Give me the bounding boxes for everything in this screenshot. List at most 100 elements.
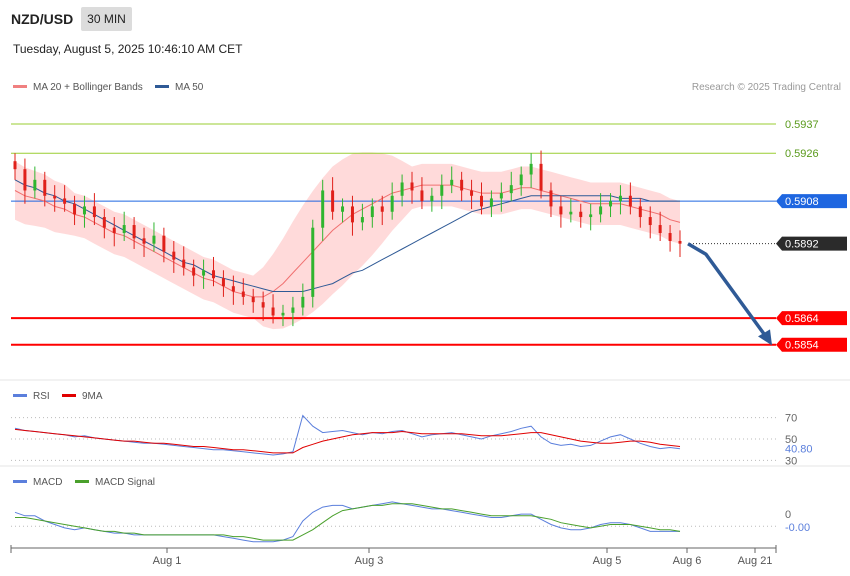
projection-arrowhead	[758, 329, 772, 346]
rsi-last-value: 40.80	[785, 444, 813, 456]
ma50-line	[14, 179, 680, 292]
candle-body	[489, 198, 493, 207]
legend-macd-signal-label: MACD Signal	[95, 477, 155, 488]
macd-line	[14, 501, 680, 543]
candle-body	[192, 267, 196, 276]
candle-body	[172, 251, 176, 260]
candle-body	[410, 182, 414, 191]
candle-body	[360, 217, 364, 223]
time-tick-label: Aug 3	[355, 555, 384, 567]
candle-body	[122, 225, 126, 234]
candle-body	[331, 190, 335, 212]
legend-ma20-label: MA 20 + Bollinger Bands	[33, 82, 143, 93]
macd-signal-line	[15, 503, 681, 541]
macd-panel: 0-0.00	[11, 501, 810, 543]
legend-swatch-macd-signal	[75, 480, 89, 483]
candle-body	[549, 190, 553, 207]
rsi-line	[14, 414, 681, 456]
time-axis: Aug 1 Aug 3 Aug 5 Aug 6 Aug 21	[10, 545, 777, 567]
level-label-resistance: 0.5908	[785, 196, 819, 208]
timeframe-badge[interactable]	[81, 7, 132, 31]
candle-body	[152, 235, 156, 244]
legend-swatch-ma50	[155, 85, 169, 88]
candle-body	[202, 270, 206, 276]
candle-body	[231, 286, 235, 292]
candle-body	[53, 195, 57, 199]
candle-body	[499, 193, 503, 199]
candle-body	[33, 179, 37, 191]
projection-arrow	[687, 242, 770, 341]
candle-body	[638, 206, 642, 218]
level-label-target: 0.5926	[785, 148, 819, 160]
time-tick-label: Aug 21	[738, 555, 773, 567]
candle-body	[142, 238, 146, 244]
candle-body	[400, 182, 404, 196]
candle-body	[43, 179, 47, 196]
candle-body	[221, 278, 225, 287]
candle-body	[668, 233, 672, 241]
candle-body	[609, 201, 613, 207]
candle-body	[628, 195, 632, 207]
level-label-support: 0.5864	[785, 313, 819, 325]
rsi-tick-label: 50	[785, 434, 797, 446]
ma20-line	[14, 184, 681, 298]
time-tick-label: Aug 1	[153, 555, 182, 567]
candle-body	[569, 211, 573, 215]
candle-body	[132, 225, 136, 239]
candle-body	[311, 227, 315, 297]
credit-label: Research © 2025 Trading Central	[692, 82, 841, 93]
candle-body	[370, 206, 374, 218]
candle-body	[559, 206, 563, 215]
level-tag-support	[776, 337, 847, 352]
rsi-9ma-line	[14, 428, 681, 454]
legend-swatch-9ma	[62, 394, 76, 397]
candle-body	[13, 161, 17, 170]
candle-body	[281, 312, 285, 316]
candle-body	[579, 211, 583, 218]
candle-body	[241, 291, 245, 297]
candle-body	[350, 206, 354, 223]
symbol-label: NZD/USD	[11, 11, 73, 27]
level-tag-support	[776, 311, 847, 326]
price-panel: 0.5937 0.5926 0.5908 0.5892 0.5864 0.5854	[11, 119, 847, 352]
candle-body	[539, 163, 543, 191]
candle-body	[648, 217, 652, 226]
legend-swatch-rsi	[13, 394, 27, 397]
legend-swatch-macd	[13, 480, 27, 483]
macd-last-value: -0.00	[785, 522, 810, 534]
legend-macd-label: MACD	[33, 477, 62, 488]
rsi-tick-label: 70	[785, 413, 797, 425]
candle-body	[479, 195, 483, 207]
candle-body	[440, 185, 444, 196]
legend-ma50-label: MA 50	[175, 82, 204, 93]
bollinger-band	[15, 152, 680, 330]
candle-body	[23, 169, 27, 191]
candle-body	[162, 235, 166, 252]
time-tick-label: Aug 6	[673, 555, 702, 567]
candle-body	[92, 206, 96, 218]
candle-body	[470, 190, 474, 196]
candle-body	[271, 307, 275, 316]
candle-body	[212, 270, 216, 279]
candle-body	[73, 203, 77, 215]
candle-body	[450, 179, 454, 186]
candle-body	[589, 214, 593, 218]
rsi-tick-label: 30	[785, 455, 797, 467]
timeframe-label: 30 MIN	[87, 12, 126, 26]
candle-body	[618, 195, 622, 202]
candle-body	[658, 225, 662, 234]
candle-body	[182, 259, 186, 268]
candle-body	[301, 296, 305, 308]
candle-body	[678, 241, 682, 244]
candle-body	[380, 206, 384, 212]
candle-body	[261, 302, 265, 308]
candle-body	[321, 190, 325, 228]
level-label-last: 0.5892	[785, 239, 819, 251]
candle-body	[529, 163, 533, 175]
datetime-label: Tuesday, August 5, 2025 10:46:10 AM CET	[13, 42, 243, 56]
macd-tick-label: 0	[785, 509, 791, 521]
candle-body	[341, 206, 345, 212]
candle-body	[519, 174, 523, 186]
